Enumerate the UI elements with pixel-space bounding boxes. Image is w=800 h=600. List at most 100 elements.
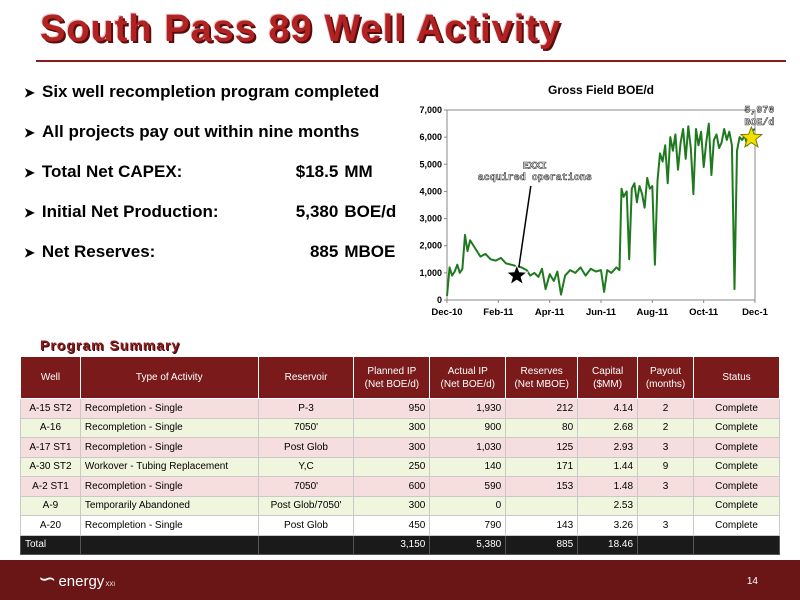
cell-planned: 600 [353,476,431,497]
cell-reservoir: Post Glob/7050' [257,495,355,516]
cell-reserves [505,495,579,516]
cell-actual: 790 [429,515,507,536]
cell-well: A-17 ST1 [20,437,81,458]
column-header: Capital ($MM) [577,356,639,399]
annotation-rate-line2: BOE/d [744,117,774,129]
cell-payout: 2 [637,398,695,419]
cell-activity: Recompletion - Single [79,515,259,536]
cell-activity: Temporarily Abandoned [79,495,259,516]
cell-well: A-16 [20,417,81,438]
cell-activity: Recompletion - Single [79,417,259,438]
table-row: A-9 Temporarily Abandoned Post Glob/7050' 3… [20,495,780,516]
cell-reservoir: Y,C [257,456,355,477]
cell-capital: 4.14 [577,398,639,419]
cell-status: Complete [693,417,780,438]
cell-well: A-2 ST1 [20,476,81,497]
bullet-item: ➤ Total Net CAPEX: $18.5 MM [24,162,404,202]
program-summary-title: Program Summary [40,337,181,353]
bullet-label: Net Reserves: [41,242,156,261]
column-header: Payout (months) [637,356,695,399]
table-row: A-2 ST1 Recompletion - Single 7050' 600 590 1… [20,476,780,497]
arrow-bullet-icon: ➤ [24,245,35,260]
arrow-bullet-icon: ➤ [24,125,35,140]
cell-capital: 2.93 [577,437,639,458]
bullet-label: Six well recompletion program completed [42,82,380,101]
current-rate-star-icon [739,125,764,149]
cell-status: Complete [693,437,780,458]
cell-well: A-9 [20,495,81,516]
cell-actual: 1,930 [429,398,507,419]
footer-bar [0,560,800,600]
bullet-item: ➤ Net Reserves: 885 MBOE [24,242,404,282]
bullet-label: All projects pay out within nine months [42,122,360,141]
cell-reservoir: 7050' [257,417,355,438]
column-header: Type of Activity [79,356,259,399]
cell-activity: Recompletion - Single [79,398,259,419]
total-capital: 18.46 [577,534,639,555]
title-underline [36,60,786,62]
cell-payout [637,495,695,516]
total-empty-cell [257,534,355,555]
cell-planned: 300 [353,495,431,516]
table-total-row: Total 3,150 5,380 885 18.46 [20,534,780,555]
cell-reservoir: Post Glob [257,437,355,458]
exxi-star-icon [505,263,529,286]
cell-payout: 3 [637,437,695,458]
total-reserves: 885 [505,534,579,555]
total-planned: 3,150 [353,534,431,555]
table-row: A-30 ST2 Workover - Tubing Replacement Y,C… [20,456,780,477]
cell-capital: 2.68 [577,417,639,438]
y-tick-label: 1,000 [419,268,442,278]
bullet-unit: MM [344,162,373,181]
x-tick-label: Jun-11 [586,307,617,318]
cell-payout: 2 [637,417,695,438]
cell-capital: 2.53 [577,495,639,516]
bullet-unit: MBOE [344,242,396,261]
series-line [446,122,756,296]
cell-activity: Recompletion - Single [79,476,259,497]
x-tick-label: Apr-11 [535,307,565,318]
bullet-label: Initial Net Production: [41,202,219,221]
total-actual: 5,380 [429,534,507,555]
x-tick-label: Dec-1 [742,307,769,318]
table-row: A-20 Recompletion - Single Post Glob 450 790… [20,515,780,536]
cell-actual: 590 [429,476,507,497]
cell-activity: Workover - Tubing Replacement [79,456,259,477]
annotation-exxi-line2: acquired operations [478,172,592,184]
annotation-rate-line1: 5,970 [744,106,774,117]
bullet-item: ➤ Six well recompletion program complete… [24,82,404,122]
arrow-bullet-icon: ➤ [24,165,35,180]
cell-reserves: 153 [505,476,579,497]
x-tick-label: Aug-11 [636,307,668,318]
cell-well: A-30 ST2 [20,456,81,477]
bullet-value: 5,380 [295,202,339,221]
cell-reserves: 80 [505,417,579,438]
cell-actual: 0 [429,495,507,516]
table-header-row: Well Type of Activity Reservoir Planned IP … [20,356,780,399]
cell-well: A-20 [20,515,81,536]
cell-reserves: 143 [505,515,579,536]
page-title: South Pass 89 Well Activity [40,8,562,50]
swoosh-icon: ∽ [38,566,57,591]
logo-superscript: XXI [105,582,115,588]
table-row: A-17 ST1 Recompletion - Single Post Glob 30… [20,437,780,458]
column-header: Status [693,356,780,399]
cell-status: Complete [693,515,780,536]
x-tick-label: Oct-11 [689,307,719,318]
y-tick-label: 4,000 [419,186,442,196]
cell-planned: 950 [353,398,431,419]
column-header: Planned IP (Net BOE/d) [353,356,431,399]
cell-payout: 3 [637,476,695,497]
bullet-item: ➤ All projects pay out within nine month… [24,122,404,162]
y-tick-label: 3,000 [419,214,442,224]
annotation-arrow [518,185,532,268]
y-tick-label: 0 [437,295,442,305]
column-header: Well [20,356,81,399]
annotation-exxi-line1: EXXI [523,161,547,172]
y-tick-label: 5,000 [419,159,442,169]
cell-capital: 1.44 [577,456,639,477]
y-tick-label: 2,000 [419,241,442,251]
arrow-bullet-icon: ➤ [24,85,35,100]
y-tick-label: 7,000 [419,105,442,115]
cell-actual: 140 [429,456,507,477]
